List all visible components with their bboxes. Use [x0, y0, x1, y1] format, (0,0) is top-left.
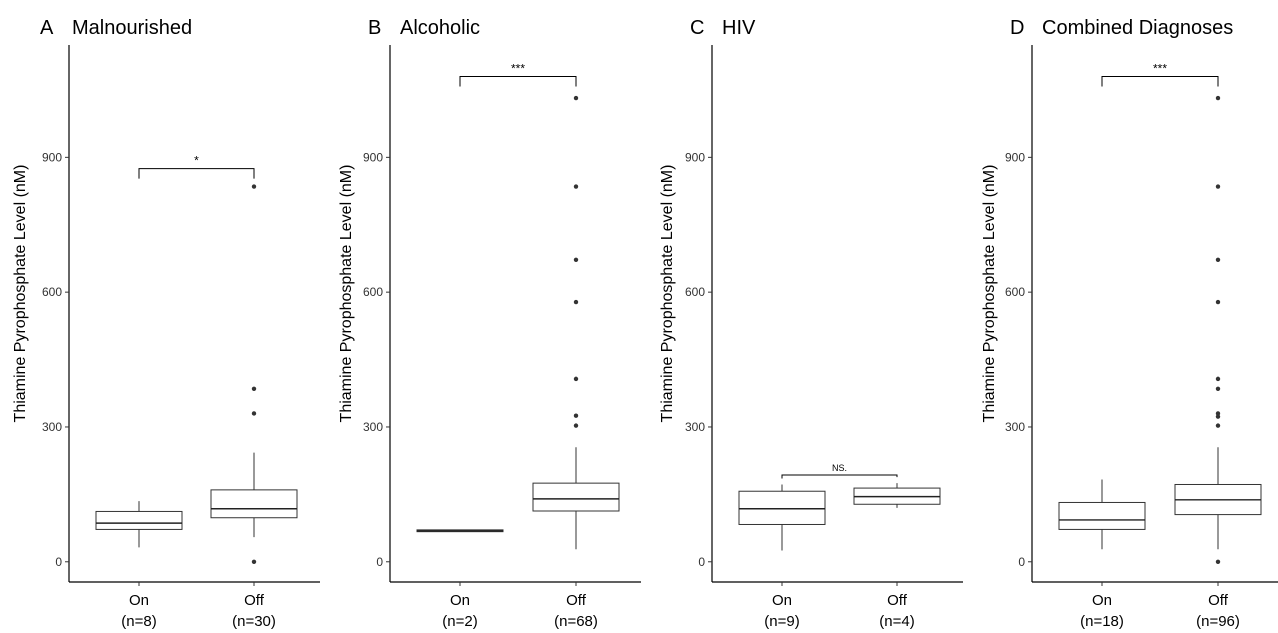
y-tick-label: 900 — [685, 150, 705, 164]
outlier-point — [573, 257, 579, 262]
panel-title: Malnourished — [72, 17, 192, 39]
significance-label: *** — [1153, 61, 1167, 75]
panel-letter: C — [690, 17, 704, 39]
y-axis-label: Thiamine Pyrophosphate Level (nM) — [12, 165, 29, 423]
y-tick-label: 300 — [42, 420, 62, 434]
x-category-label: Off — [887, 592, 908, 609]
y-tick-label: 300 — [1005, 420, 1025, 434]
outlier-point — [1215, 257, 1221, 262]
y-tick-label: 0 — [698, 555, 705, 569]
outlier-point — [251, 386, 257, 391]
y-axis-label: Thiamine Pyrophosphate Level (nM) — [981, 165, 998, 423]
outlier-point — [573, 413, 579, 418]
significance-label: NS. — [832, 463, 847, 473]
outlier-point — [1215, 95, 1221, 101]
x-category-label: On — [1092, 592, 1112, 609]
outlier-point — [251, 184, 257, 189]
box-iqr — [95, 510, 183, 530]
x-category-count: (n=4) — [879, 613, 914, 630]
outlier-point — [1215, 411, 1221, 416]
panel-title: HIV — [722, 17, 756, 39]
panel-a: A Malnourished Thiamine Pyrophosphate Leve… — [12, 17, 320, 630]
outlier-point — [1215, 414, 1221, 419]
y-tick-label: 600 — [363, 285, 383, 299]
x-category-label: Off — [566, 592, 587, 609]
x-category-label: On — [450, 592, 470, 609]
outlier-point — [573, 423, 579, 428]
x-category-count: (n=68) — [554, 613, 598, 630]
y-tick-label: 900 — [1005, 150, 1025, 164]
panel-c: C HIV Thiamine Pyrophosphate Level (nM) 0 30… — [659, 17, 963, 630]
x-category-label: Off — [244, 592, 265, 609]
panel-letter: A — [40, 17, 54, 39]
outlier-point — [1215, 559, 1221, 564]
outlier-point — [573, 95, 579, 101]
x-category-label: On — [772, 592, 792, 609]
significance-bracket — [459, 75, 577, 87]
x-category-count: (n=30) — [232, 613, 276, 630]
panel-letter: B — [368, 17, 381, 39]
significance-label: * — [194, 154, 199, 168]
panel-title: Alcoholic — [400, 17, 480, 39]
outlier-point — [251, 411, 257, 416]
y-tick-label: 300 — [363, 420, 383, 434]
outlier-point — [1215, 423, 1221, 428]
outlier-point — [1215, 299, 1221, 305]
y-tick-label: 0 — [1018, 555, 1025, 569]
significance-label: *** — [511, 61, 525, 75]
y-tick-label: 600 — [1005, 285, 1025, 299]
y-axis-label: Thiamine Pyrophosphate Level (nM) — [659, 165, 676, 423]
significance-bracket — [781, 474, 898, 479]
x-category-count: (n=8) — [121, 613, 156, 630]
y-tick-label: 900 — [363, 150, 383, 164]
box-iqr — [1058, 501, 1146, 530]
box-iqr — [210, 489, 298, 519]
outlier-point — [1215, 184, 1221, 189]
x-category-count: (n=96) — [1196, 613, 1240, 630]
x-category-label: Off — [1208, 592, 1229, 609]
outlier-point — [573, 184, 579, 189]
panel-d: D Combined Diagnoses Thiamine Pyrophosphat… — [981, 17, 1278, 630]
y-tick-label: 300 — [685, 420, 705, 434]
x-category-count: (n=9) — [764, 613, 799, 630]
outlier-point — [1215, 376, 1221, 382]
significance-bracket — [138, 168, 255, 179]
box-iqr — [738, 490, 826, 525]
panel-b: B Alcoholic Thiamine Pyrophosphate Level (… — [338, 17, 641, 630]
y-axis-label: Thiamine Pyrophosphate Level (nM) — [338, 165, 355, 423]
x-category-count: (n=2) — [442, 613, 477, 630]
panel-title: Combined Diagnoses — [1042, 17, 1233, 39]
box-iqr — [532, 482, 620, 512]
outlier-point — [251, 559, 257, 564]
y-tick-label: 900 — [42, 150, 62, 164]
outlier-point — [573, 376, 579, 382]
x-category-count: (n=18) — [1080, 613, 1124, 630]
y-tick-label: 600 — [42, 285, 62, 299]
y-tick-label: 0 — [376, 555, 383, 569]
y-tick-label: 600 — [685, 285, 705, 299]
significance-bracket — [1101, 75, 1219, 87]
panel-letter: D — [1010, 17, 1024, 39]
x-category-label: On — [129, 592, 149, 609]
y-tick-label: 0 — [55, 555, 62, 569]
outlier-point — [1215, 386, 1221, 391]
outlier-point — [573, 299, 579, 305]
